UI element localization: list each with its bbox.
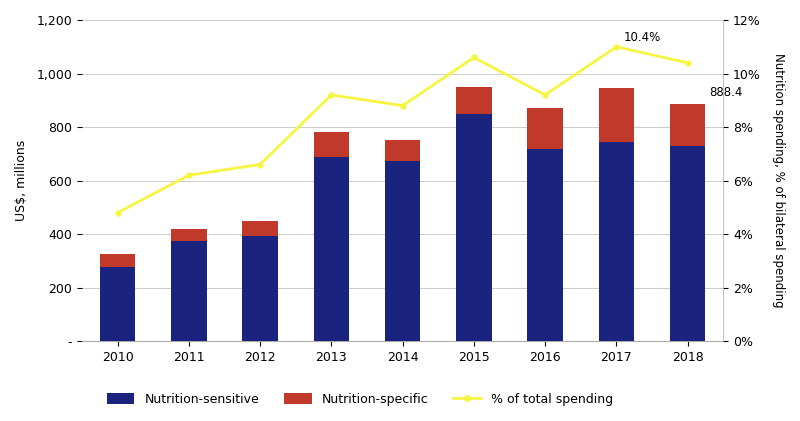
Bar bbox=[527, 108, 563, 149]
Bar bbox=[670, 147, 706, 341]
Bar bbox=[100, 254, 135, 267]
Bar bbox=[670, 104, 706, 147]
Bar bbox=[314, 132, 349, 157]
Bar bbox=[242, 221, 278, 236]
% of total spending bbox=[469, 55, 478, 60]
% of total spending bbox=[326, 93, 336, 98]
Bar bbox=[385, 160, 421, 341]
Bar bbox=[527, 149, 563, 341]
Bar bbox=[242, 236, 278, 341]
Y-axis label: Nutrition spending, % of bilateral spending: Nutrition spending, % of bilateral spend… bbox=[772, 53, 785, 308]
Text: 888.4: 888.4 bbox=[709, 86, 742, 99]
Bar bbox=[598, 142, 634, 341]
% of total spending bbox=[255, 162, 265, 167]
Text: 10.4%: 10.4% bbox=[623, 31, 661, 44]
Bar bbox=[385, 141, 421, 160]
Bar bbox=[456, 114, 492, 341]
% of total spending bbox=[398, 103, 407, 108]
Y-axis label: US$, millions: US$, millions bbox=[15, 140, 28, 221]
Bar bbox=[598, 88, 634, 142]
Bar bbox=[456, 87, 492, 114]
% of total spending bbox=[683, 60, 693, 65]
Bar bbox=[314, 157, 349, 341]
Line: % of total spending: % of total spending bbox=[115, 44, 690, 215]
Legend: Nutrition-sensitive, Nutrition-specific, % of total spending: Nutrition-sensitive, Nutrition-specific,… bbox=[102, 388, 618, 410]
Bar bbox=[100, 267, 135, 341]
Bar bbox=[171, 229, 206, 241]
% of total spending bbox=[184, 173, 194, 178]
% of total spending bbox=[113, 210, 122, 215]
% of total spending bbox=[611, 44, 621, 49]
Bar bbox=[171, 241, 206, 341]
% of total spending bbox=[540, 93, 550, 98]
